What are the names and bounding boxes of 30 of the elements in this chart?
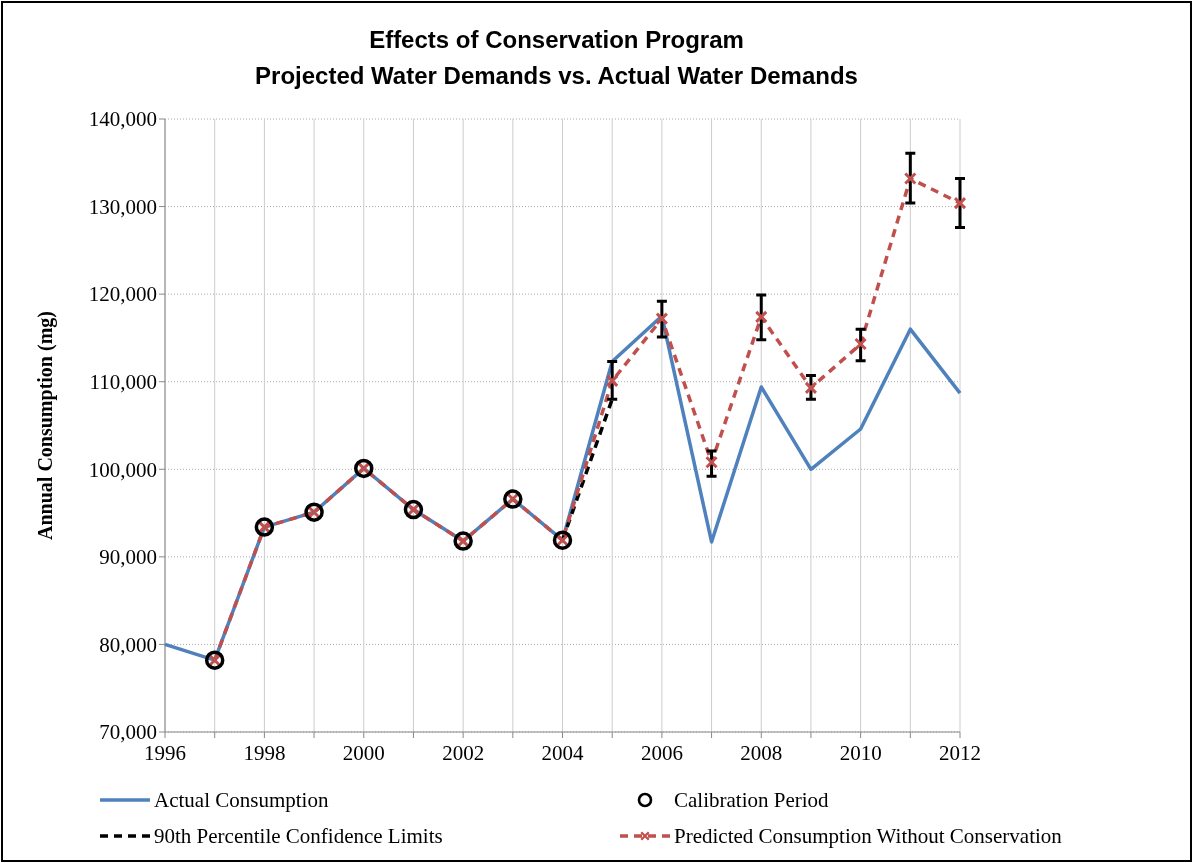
y-tick-label: 110,000	[89, 370, 157, 395]
x-tick-label: 2010	[839, 741, 882, 765]
y-tick-label: 90,000	[99, 545, 157, 570]
point	[605, 374, 619, 388]
y-tick-label: 100,000	[88, 457, 157, 482]
point	[655, 312, 669, 326]
x-tick-label: 2008	[740, 741, 783, 765]
chart-title: Effects of Conservation Program	[369, 26, 744, 53]
x-tick-label: 2006	[640, 741, 683, 765]
legend-label: 90th Percentile Confidence Limits	[154, 824, 443, 849]
y-tick-label: 130,000	[88, 194, 157, 219]
point	[705, 455, 719, 469]
legend-label: Predicted Consumption Without Conservation	[674, 824, 1063, 849]
x-tick-label: 2012	[939, 741, 981, 765]
point	[953, 196, 967, 210]
y-axis-title: Annual Consumption (mg)	[34, 311, 57, 540]
x-tick-label: 2000	[342, 741, 385, 765]
y-tick-label: 80,000	[99, 632, 157, 657]
y-tick-label: 140,000	[88, 107, 157, 132]
chart-subtitle: Projected Water Demands vs. Actual Water Demands	[255, 62, 858, 89]
point	[804, 381, 818, 395]
point	[903, 172, 917, 186]
x-tick-label: 1998	[243, 741, 286, 765]
legend-label: Calibration Period	[674, 788, 830, 813]
x-tick-label: 2004	[541, 741, 584, 765]
y-tick-label: 120,000	[88, 282, 157, 307]
point	[754, 310, 768, 324]
point	[854, 337, 868, 351]
legend-label: Actual Consumption	[154, 788, 329, 813]
x-tick-label: 2002	[442, 741, 485, 765]
